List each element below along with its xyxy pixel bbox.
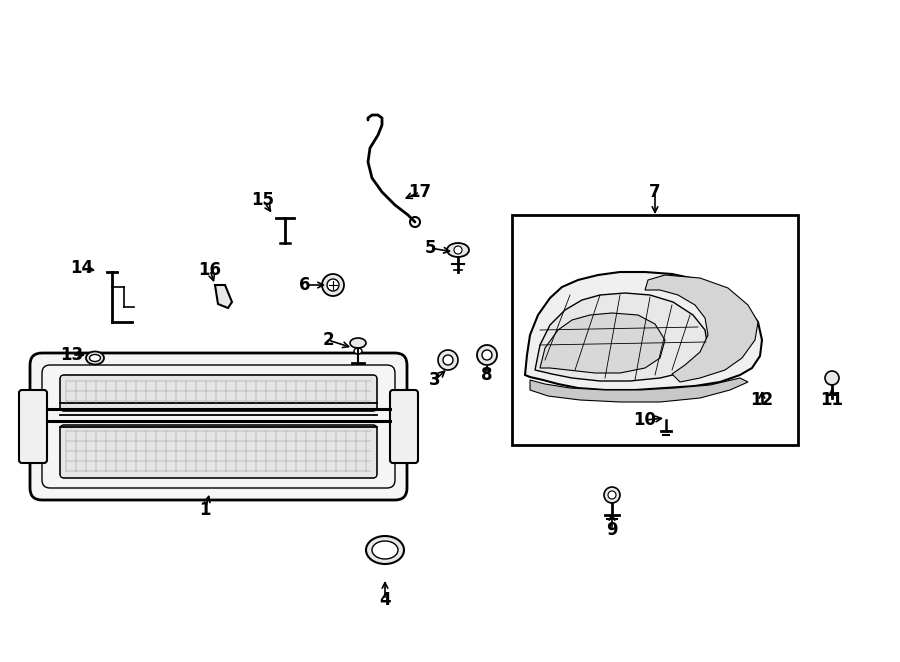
Polygon shape <box>215 285 232 308</box>
Circle shape <box>825 371 839 385</box>
Circle shape <box>608 491 616 499</box>
Ellipse shape <box>366 536 404 564</box>
Text: 2: 2 <box>322 331 334 349</box>
Circle shape <box>659 406 673 420</box>
Ellipse shape <box>447 243 469 257</box>
Ellipse shape <box>89 354 101 361</box>
Text: 13: 13 <box>60 346 84 364</box>
Polygon shape <box>540 313 665 373</box>
Text: 1: 1 <box>199 501 211 519</box>
Circle shape <box>663 410 669 416</box>
Text: 6: 6 <box>300 276 310 294</box>
Text: 11: 11 <box>821 391 843 409</box>
Circle shape <box>438 350 458 370</box>
Text: 15: 15 <box>251 191 274 209</box>
Text: 9: 9 <box>607 521 617 539</box>
Circle shape <box>759 381 766 389</box>
Circle shape <box>477 345 497 365</box>
Circle shape <box>454 246 462 254</box>
Ellipse shape <box>354 348 362 354</box>
FancyBboxPatch shape <box>19 390 47 463</box>
Text: 5: 5 <box>424 239 436 257</box>
Text: 4: 4 <box>379 591 391 609</box>
FancyBboxPatch shape <box>60 425 377 478</box>
Text: 3: 3 <box>429 371 441 389</box>
Ellipse shape <box>350 338 366 348</box>
Circle shape <box>482 350 492 360</box>
Bar <box>512 215 798 445</box>
Polygon shape <box>525 272 762 390</box>
Text: 16: 16 <box>199 261 221 279</box>
Polygon shape <box>530 378 748 402</box>
Text: 8: 8 <box>482 366 493 384</box>
Circle shape <box>327 279 339 291</box>
Text: 12: 12 <box>751 391 774 409</box>
FancyBboxPatch shape <box>60 375 377 411</box>
Text: 14: 14 <box>70 259 94 277</box>
Circle shape <box>322 274 344 296</box>
FancyBboxPatch shape <box>390 390 418 463</box>
Circle shape <box>410 217 420 227</box>
Ellipse shape <box>86 352 104 365</box>
Circle shape <box>443 355 453 365</box>
Polygon shape <box>645 275 758 382</box>
Ellipse shape <box>372 541 398 559</box>
Text: 17: 17 <box>409 183 432 201</box>
Circle shape <box>754 377 770 393</box>
Text: 10: 10 <box>634 411 656 429</box>
Polygon shape <box>535 293 708 381</box>
Circle shape <box>604 487 620 503</box>
FancyBboxPatch shape <box>30 353 407 500</box>
Text: 7: 7 <box>649 183 661 201</box>
